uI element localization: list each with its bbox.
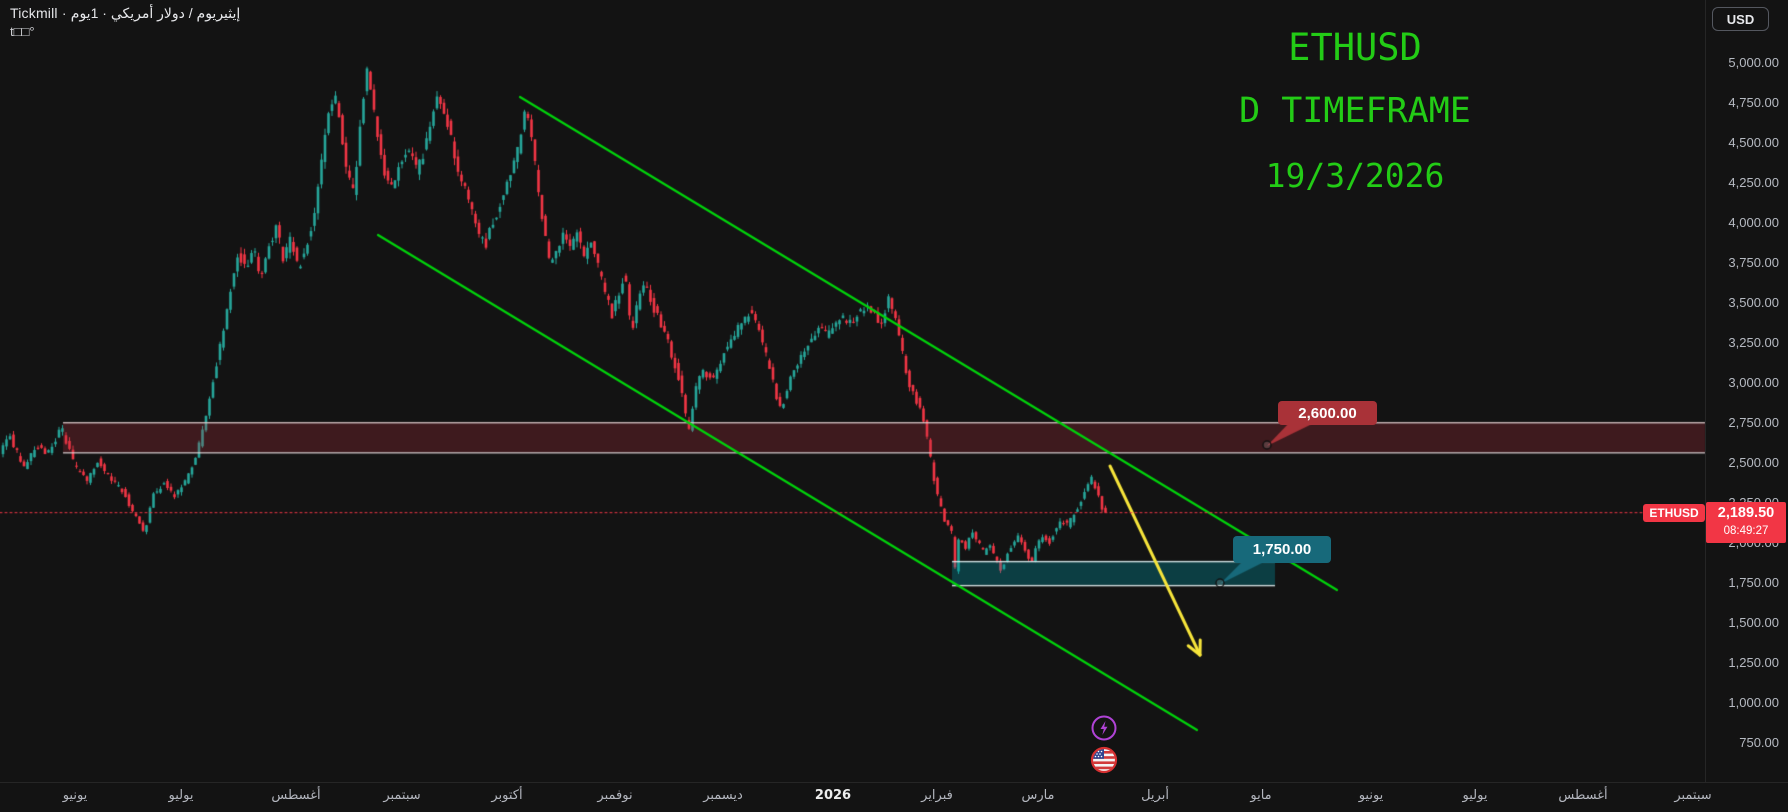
symbol-subtitle: t□□° <box>10 24 35 39</box>
time-axis-label: أكتوبر <box>491 788 523 803</box>
watermark-timeframe: D TIMEFRAME <box>1239 91 1471 131</box>
price-tick-label: 1,750.00 <box>1728 575 1779 590</box>
price-tick-label: 1,000.00 <box>1728 695 1779 710</box>
time-axis-label: أغسطس <box>271 788 321 803</box>
time-axis[interactable]: يونيو يوليو أغسطس سبتمبر أكتوبر نوفمبر ديسمبر 2… <box>0 782 1788 812</box>
time-axis-label: فبراير <box>921 788 953 803</box>
time-axis-label: يوليو <box>1462 788 1488 803</box>
price-tick-label: 5,000.00 <box>1728 55 1779 70</box>
symbol-price-tag: ETHUSD <box>1643 504 1705 522</box>
price-tick-label: 2,750.00 <box>1728 415 1779 430</box>
time-axis-label: 2026 <box>814 788 852 803</box>
lightning-icon[interactable] <box>1090 714 1118 747</box>
price-tick-label: 3,500.00 <box>1728 295 1779 310</box>
price-tick-label: 4,500.00 <box>1728 135 1779 150</box>
price-tick-label: 4,250.00 <box>1728 175 1779 190</box>
price-tick-label: 3,750.00 <box>1728 255 1779 270</box>
time-axis-label: سبتمبر <box>1674 788 1712 803</box>
watermark-date: 19/3/2026 <box>1265 156 1445 195</box>
price-tick-label: 3,000.00 <box>1728 375 1779 390</box>
price-tick-label: 1,500.00 <box>1728 615 1779 630</box>
time-axis-label: نوفمبر <box>597 788 633 803</box>
currency-button[interactable]: USD <box>1712 7 1769 31</box>
current-price-badge: 2,189.50 08:49:27 <box>1706 502 1786 543</box>
price-tick-label: 2,500.00 <box>1728 455 1779 470</box>
symbol-title[interactable]: Tickmill · إيثيريوم / دولار أمريكي · 1يو… <box>10 5 241 21</box>
time-axis-label: مارس <box>1021 788 1055 803</box>
price-axis[interactable]: 5,000.00 4,750.00 4,500.00 4,250.00 4,000.00… <box>1705 0 1788 782</box>
price-tick-label: 750.00 <box>1739 735 1779 750</box>
time-axis-label: مايو <box>1250 788 1272 803</box>
price-tick-label: 1,250.00 <box>1728 655 1779 670</box>
resistance-price-badge[interactable]: 2,600.00 <box>1278 401 1377 425</box>
time-axis-label: سبتمبر <box>383 788 421 803</box>
time-axis-label: ديسمبر <box>703 788 743 803</box>
current-price-value: 2,189.50 <box>1717 505 1775 521</box>
time-axis-label: يونيو <box>1358 788 1384 803</box>
time-axis-label: يونيو <box>62 788 88 803</box>
price-tick-label: 4,000.00 <box>1728 215 1779 230</box>
us-flag-icon[interactable] <box>1090 746 1118 779</box>
time-axis-label: يوليو <box>168 788 194 803</box>
price-tick-label: 3,250.00 <box>1728 335 1779 350</box>
countdown-timer: 08:49:27 <box>1723 525 1769 537</box>
time-axis-label: أبريل <box>1141 788 1169 803</box>
watermark-symbol: ETHUSD <box>1288 26 1422 69</box>
price-tick-label: 4,750.00 <box>1728 95 1779 110</box>
support-price-badge[interactable]: 1,750.00 <box>1233 536 1331 563</box>
time-axis-label: أغسطس <box>1558 788 1608 803</box>
